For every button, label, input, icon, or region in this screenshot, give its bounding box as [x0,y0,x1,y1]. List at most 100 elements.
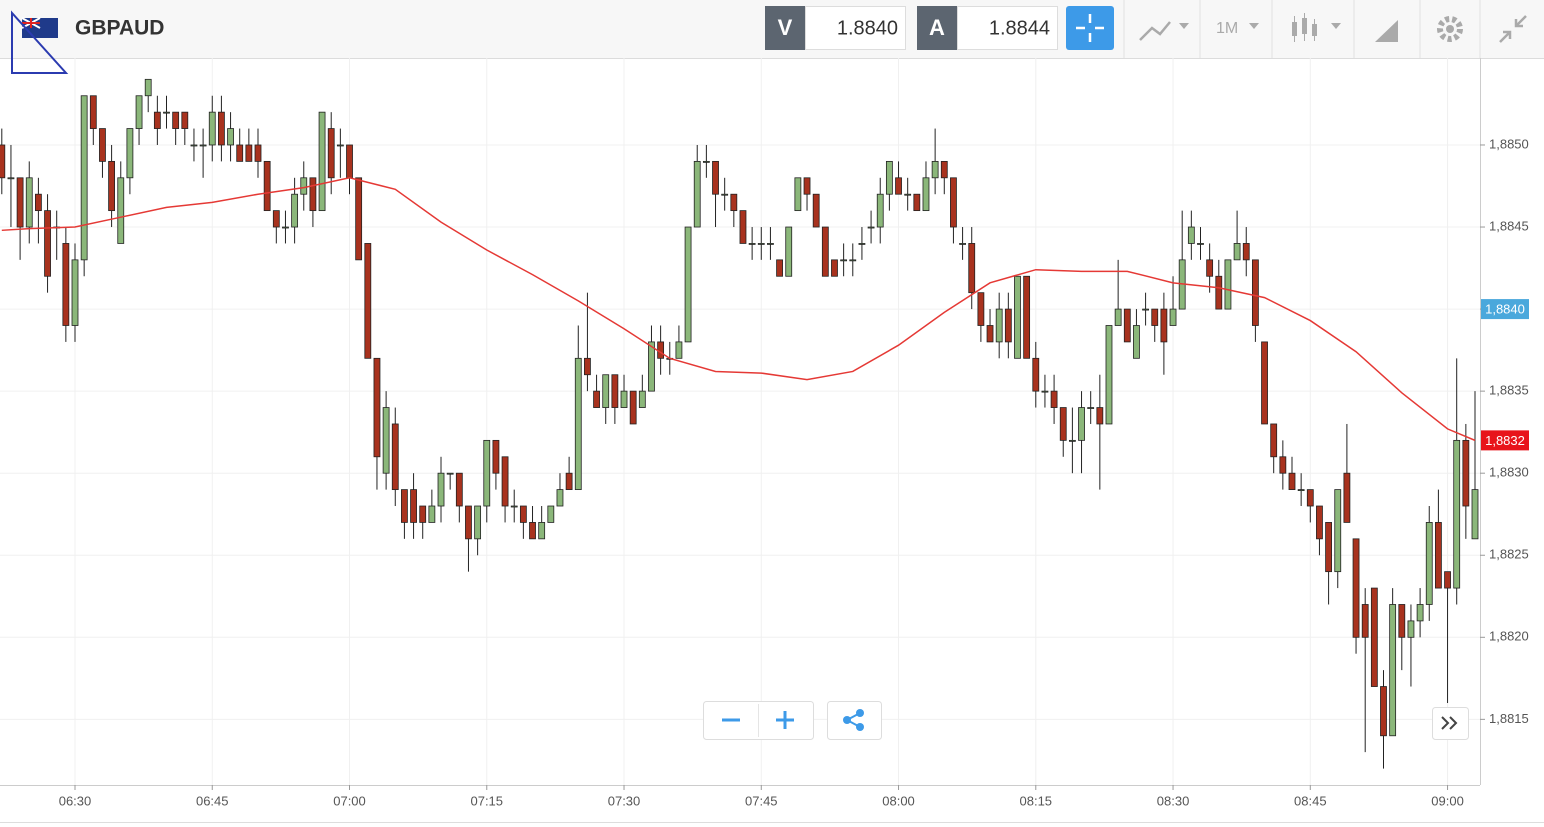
candle-body [1407,620,1415,638]
candle-body [1270,423,1278,458]
y-tick-label: 1,8820 [1489,629,1529,644]
candle-body [757,243,765,245]
candle-body [391,423,399,491]
settings-icon[interactable] [1437,16,1463,42]
candle-body [831,259,838,277]
candle-body [135,95,143,129]
candle-body [1398,604,1406,638]
price-tag-label: 1,8840 [1485,302,1525,317]
candle-body [776,259,783,277]
bid-box[interactable] [805,6,906,50]
x-tick-label: 07:00 [333,793,366,808]
collapse-icon[interactable] [1499,15,1527,43]
candle-body [959,243,966,245]
candle-body [44,210,51,277]
candle-body [282,226,289,229]
candle-body [1261,341,1268,425]
candle-body [1434,522,1442,589]
candle-body [611,374,619,408]
candle-body [702,160,710,163]
candle-body [1151,308,1159,326]
zoom-in[interactable] [776,711,794,729]
candle-body [1224,259,1232,310]
candle-body [867,226,875,229]
candle-body [931,160,939,179]
candle-body [153,111,161,129]
candle-body [913,193,921,212]
candle-body [227,128,234,146]
candle-body [1297,489,1305,492]
candle-icon[interactable] [1292,13,1317,42]
candle-body [858,243,866,245]
candle-body [1288,472,1296,491]
candle-body [1416,604,1424,622]
candle-body [565,472,573,491]
candle-body [538,522,546,540]
candle-body [1242,243,1250,261]
candle-body [840,259,848,262]
candle-body [1233,243,1241,261]
candle-body [904,193,912,196]
candle-body [584,357,591,376]
candle-body [593,390,600,408]
candle-body [1105,325,1113,425]
candle-body [62,243,70,326]
timeframe[interactable]: 1M [1216,20,1238,37]
candle-body [346,144,353,179]
candle-body [108,160,116,212]
candle-body [748,243,756,245]
candle-body [1361,604,1369,638]
candle-body [254,144,262,162]
candle-body [1279,456,1287,474]
candle-body [693,160,701,228]
x-tick-label: 09:00 [1431,793,1464,808]
candle-body [300,177,308,195]
dropdown-arrow [1249,23,1259,29]
candle-body [995,308,1003,343]
drawing-icon[interactable] [1375,20,1398,42]
chart-type-icon[interactable] [1139,21,1171,41]
candle-body [89,95,97,129]
candle-body [1251,259,1259,326]
candle-body [1160,308,1168,343]
candle-body [940,160,948,179]
candle-body [1133,325,1140,359]
candle-body [684,226,692,343]
candle-body [1169,308,1177,326]
candle-body [401,489,408,523]
dropdown-arrow [1331,23,1341,29]
candle-body [1389,604,1397,737]
candle-body [922,177,930,212]
share-icon[interactable] [843,709,864,731]
price-tag [1481,299,1529,320]
candle-body [721,193,729,196]
candle-body [574,357,582,491]
candle-body [25,177,33,228]
candle-body [1142,308,1149,311]
bid-label-box[interactable] [765,6,805,50]
candle-body [7,177,15,180]
candle-body [785,226,793,277]
dropdown-arrow [1179,23,1189,29]
candle-body [455,472,463,507]
scroll-right-box[interactable] [1432,707,1469,740]
crosshair-button[interactable] [1066,6,1114,50]
candle-body [1325,522,1332,573]
candle-body [1425,522,1433,605]
candle-body [163,111,170,114]
x-tick-label: 08:45 [1294,793,1327,808]
candle-body [885,160,893,195]
candle-body [895,177,902,195]
ask-label-box[interactable] [917,6,957,50]
x-tick-label: 08:15 [1020,793,1053,808]
settings-icon-center [1446,25,1454,33]
candle-body [437,472,445,507]
ask-box[interactable] [957,6,1058,50]
scroll-right-icon [1441,716,1458,730]
candle-body [16,177,24,228]
candle-body [80,95,88,261]
candle-body [336,144,344,147]
candle-body [657,341,665,359]
candle-body [519,505,527,523]
candle-body [501,456,509,507]
